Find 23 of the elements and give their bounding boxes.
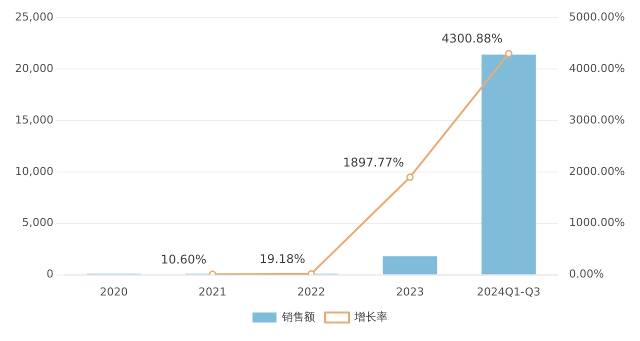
y-tick-label: 10,000 <box>14 164 54 178</box>
legend-label: 增长率 <box>354 310 388 324</box>
y2-tick-label: 2000.00% <box>569 164 626 178</box>
x-tick-label: 2021 <box>198 285 227 298</box>
x-tick-label: 2020 <box>100 285 128 298</box>
x-tick-label: 2024Q1-Q3 <box>476 285 541 298</box>
x-tick-label: 2022 <box>297 285 326 298</box>
y-tick-label: 0 <box>46 268 54 281</box>
y2-tick-label: 0.00% <box>569 268 604 281</box>
data-label: 19.18% <box>260 252 306 266</box>
y2-tick-label: 4000.00% <box>569 62 626 75</box>
y-tick-label: 20,000 <box>14 62 54 75</box>
y-tick-label: 25,000 <box>14 10 54 24</box>
y2-tick-label: 3000.00% <box>569 113 626 126</box>
y-tick-label: 5,000 <box>22 216 54 230</box>
data-label: 4300.88% <box>442 32 503 46</box>
data-label: 1897.77% <box>342 155 404 170</box>
y-tick-label: 15,000 <box>14 113 54 126</box>
data-label: 10.60% <box>160 252 207 266</box>
x-tick-label: 2023 <box>396 285 424 298</box>
y2-tick-label: 5000.00% <box>569 10 626 24</box>
legend-label: 销售额 <box>281 310 315 324</box>
y2-tick-label: 1000.00% <box>569 216 626 230</box>
